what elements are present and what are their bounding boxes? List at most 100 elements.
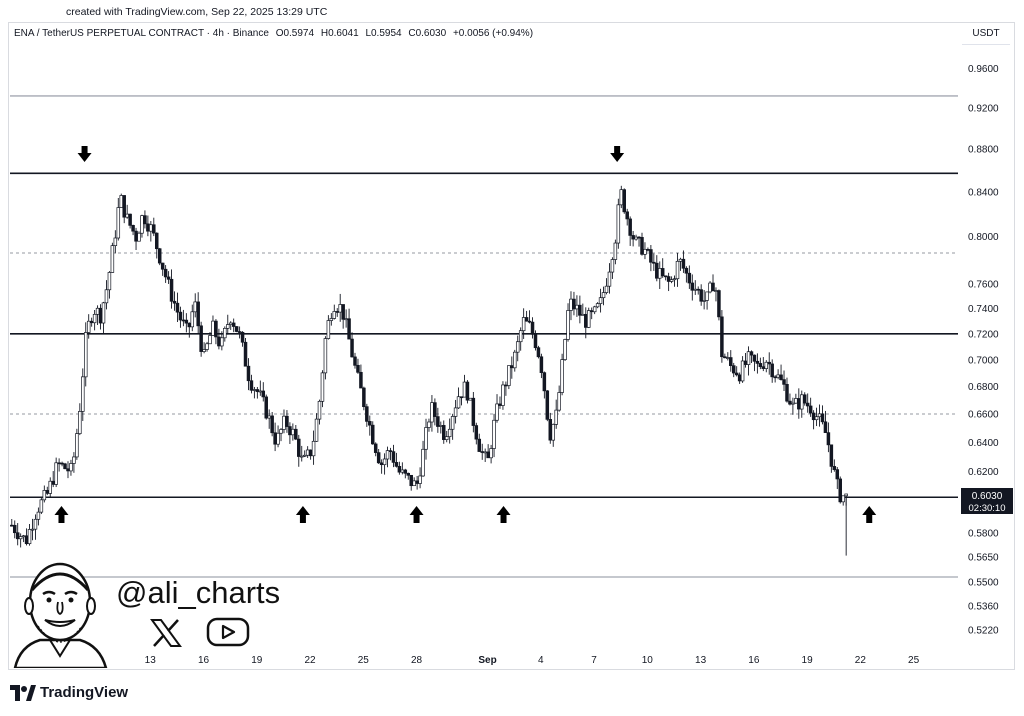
candle-body: [299, 455, 304, 458]
candle: [113, 230, 118, 254]
candle: [542, 371, 547, 399]
candle: [601, 286, 606, 306]
candle: [291, 423, 295, 441]
candle-body: [841, 495, 845, 503]
candle-body: [551, 424, 555, 441]
author-handle[interactable]: @ali_charts: [116, 575, 281, 610]
candle-body: [616, 204, 621, 244]
candle-body: [640, 237, 644, 255]
candle: [92, 309, 97, 331]
candle-body: [83, 332, 88, 378]
candle: [60, 461, 64, 467]
candle-body: [57, 462, 61, 465]
candle: [655, 255, 659, 282]
candle-body: [477, 438, 482, 452]
candle-body: [566, 310, 570, 340]
candle-body: [714, 290, 718, 292]
last-price-value: 0.6030: [972, 491, 1003, 502]
candle-body: [110, 245, 115, 273]
candle: [394, 452, 399, 468]
candle: [758, 357, 763, 370]
candle-body: [453, 407, 458, 417]
candle: [152, 217, 156, 237]
tradingview-brand[interactable]: TradingView: [10, 684, 128, 701]
candle: [208, 332, 212, 345]
candle: [696, 286, 700, 295]
candle: [400, 462, 405, 475]
candle: [326, 315, 331, 340]
candle-body: [696, 288, 700, 291]
candle: [258, 380, 263, 396]
candle-body: [530, 321, 535, 335]
candle: [678, 257, 683, 271]
candle-body: [214, 320, 218, 338]
candle: [524, 310, 529, 322]
candle: [761, 357, 766, 372]
candle: [373, 442, 378, 457]
candle-body: [820, 413, 825, 423]
candle: [637, 236, 641, 247]
candle-body: [699, 289, 703, 302]
bar-countdown: 02:30:10: [969, 503, 1006, 514]
candle: [634, 234, 638, 241]
candle-body: [193, 301, 197, 313]
candle: [249, 374, 254, 394]
candle-body: [539, 356, 544, 374]
candle-body: [69, 463, 73, 472]
candle-body: [607, 271, 612, 287]
youtube-icon[interactable]: [206, 617, 250, 647]
ohlc-high: H0.6041: [320, 28, 359, 39]
currency-label[interactable]: USDT: [962, 24, 1010, 45]
candle-body: [172, 300, 177, 304]
candle: [119, 193, 124, 208]
candle: [586, 307, 591, 329]
candle: [237, 326, 242, 339]
candle: [835, 467, 840, 490]
candle: [717, 289, 721, 321]
symbol-title[interactable]: ENA / TetherUS PERPETUAL CONTRACT · 4h ·…: [14, 28, 269, 39]
candle: [18, 533, 23, 548]
candle: [146, 215, 150, 237]
candle-body: [675, 260, 680, 280]
candle-body: [717, 290, 721, 318]
candle-body: [36, 511, 41, 520]
candle-body: [613, 242, 618, 260]
candle: [379, 459, 384, 474]
candle-body: [365, 406, 369, 422]
candle-body: [267, 415, 271, 419]
candle-body: [163, 268, 168, 278]
candle: [368, 415, 372, 436]
candle: [39, 496, 44, 515]
y-tick-label: 0.5220: [968, 626, 999, 637]
candle-body: [208, 335, 212, 345]
time-axis: 710131619222528Sep47101316192225: [41, 655, 920, 666]
candle: [557, 385, 561, 412]
arrow-up-icon: [409, 506, 424, 523]
candle-body: [385, 450, 390, 460]
candle: [702, 290, 706, 310]
candle-body: [758, 363, 763, 368]
candle: [223, 326, 227, 342]
candle: [403, 468, 408, 479]
candle-body: [125, 213, 129, 218]
candle: [838, 476, 842, 504]
levels-layer: [10, 95, 958, 578]
candle-body: [379, 462, 384, 466]
y-tick-label: 0.8800: [968, 144, 999, 155]
y-tick-label: 0.7400: [968, 304, 999, 315]
candle: [527, 310, 532, 324]
candle: [628, 216, 632, 246]
x-tick-label: Sep: [478, 655, 496, 666]
candle: [811, 410, 816, 430]
candle-body: [48, 480, 52, 494]
candle: [21, 534, 26, 543]
candle-body: [89, 320, 94, 324]
candle: [187, 322, 192, 338]
candle: [12, 520, 17, 539]
candle: [462, 374, 467, 398]
y-tick-label: 0.6800: [968, 382, 999, 393]
candle-body: [731, 365, 736, 374]
x-logo-icon[interactable]: [150, 618, 182, 648]
candle-body: [791, 402, 795, 405]
